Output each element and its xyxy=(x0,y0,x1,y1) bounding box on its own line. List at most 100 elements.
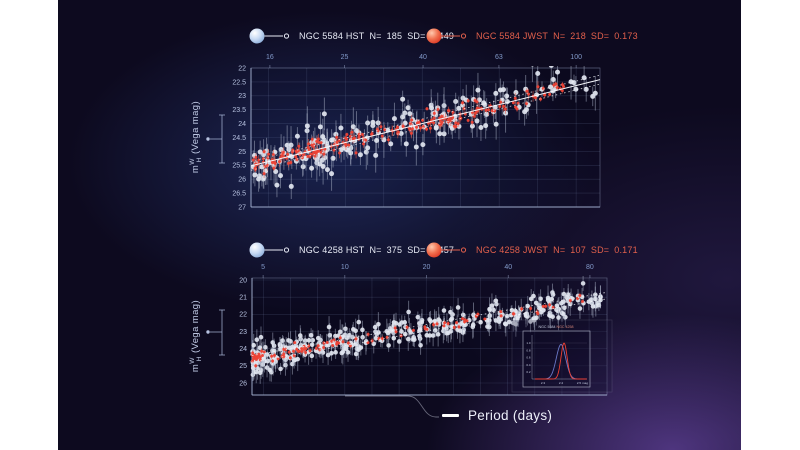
data-point xyxy=(297,349,301,353)
svg-text:23: 23 xyxy=(239,329,247,336)
data-point xyxy=(427,333,433,338)
data-point xyxy=(286,152,290,156)
data-point xyxy=(533,96,537,100)
data-point xyxy=(504,93,510,99)
data-point xyxy=(513,96,517,100)
plot-ngc-4258: 5 10 20 40 80 20 21 22 23 24 25 26 xyxy=(206,264,608,396)
data-point xyxy=(524,102,528,106)
data-point xyxy=(322,346,326,350)
data-point xyxy=(428,126,432,130)
data-point xyxy=(441,308,447,313)
data-point xyxy=(329,171,335,177)
inset-title: NGC 5584 NGC 4258 xyxy=(539,325,574,329)
svg-text:25: 25 xyxy=(341,54,349,61)
data-point xyxy=(417,321,422,326)
figure-background: 16 25 40 63 100 22 22.5 23 23.5 24 24.5 25 25.5 26 26.… xyxy=(58,0,741,450)
data-point xyxy=(580,281,586,286)
data-point xyxy=(370,339,374,343)
data-point xyxy=(350,130,354,134)
data-point xyxy=(498,105,502,109)
data-point xyxy=(466,99,470,103)
data-point xyxy=(257,370,263,376)
svg-text:20: 20 xyxy=(423,264,431,271)
data-point xyxy=(399,329,404,334)
data-point xyxy=(470,322,476,328)
data-point xyxy=(432,116,436,120)
data-point xyxy=(440,114,444,118)
data-point xyxy=(337,329,343,335)
data-point xyxy=(346,341,350,345)
svg-text:1.0: 1.0 xyxy=(526,341,531,345)
data-point xyxy=(428,318,433,324)
svg-text:25.5: 25.5 xyxy=(232,163,246,170)
data-point xyxy=(419,126,423,130)
data-point xyxy=(311,152,315,156)
data-point xyxy=(449,118,453,122)
data-point xyxy=(483,123,489,129)
data-point xyxy=(333,350,338,355)
inset-distribution-panel: NGC 5584 NGC 4258 1.0 0.8 0.6 0.4 0.2 2.3 2.4 2.… xyxy=(511,319,613,393)
legend-ngc4258-jwst: NGC 4258 JWST N= 107 SD= 0.171 xyxy=(425,241,638,259)
data-point xyxy=(437,131,443,137)
data-point xyxy=(257,354,261,358)
svg-text:0.8: 0.8 xyxy=(526,348,531,352)
data-point xyxy=(433,328,438,333)
svg-text:10: 10 xyxy=(341,264,349,271)
svg-text:25: 25 xyxy=(238,149,246,156)
data-point xyxy=(254,155,258,159)
hst-marker-icon xyxy=(249,242,290,258)
data-point xyxy=(444,330,450,336)
data-point xyxy=(400,96,406,102)
data-point xyxy=(401,124,405,128)
data-point xyxy=(376,322,381,327)
data-point xyxy=(590,304,596,309)
data-point xyxy=(252,357,256,361)
data-point xyxy=(388,141,394,147)
data-point xyxy=(373,152,379,158)
svg-text:26.5: 26.5 xyxy=(232,191,246,198)
data-point xyxy=(280,153,284,157)
data-point xyxy=(370,132,374,136)
svg-text:22.5: 22.5 xyxy=(232,79,246,86)
data-point xyxy=(413,144,419,150)
data-point xyxy=(307,142,311,146)
data-point xyxy=(446,321,450,325)
data-point xyxy=(267,367,273,373)
data-point xyxy=(379,125,383,129)
data-point xyxy=(347,143,351,147)
data-point xyxy=(250,365,256,371)
data-point xyxy=(300,347,304,351)
data-point xyxy=(253,369,259,375)
x-tick-labels: 16 25 40 63 100 xyxy=(266,54,582,68)
data-point xyxy=(325,352,331,358)
data-point xyxy=(344,136,348,140)
data-point xyxy=(354,337,358,341)
legend-sd-label: SD= xyxy=(407,245,426,255)
data-point xyxy=(335,140,339,144)
data-point xyxy=(577,306,583,311)
data-point xyxy=(425,107,429,111)
data-point xyxy=(348,340,354,346)
data-point xyxy=(543,93,547,97)
data-point xyxy=(525,89,529,93)
data-point xyxy=(503,321,509,327)
data-point xyxy=(277,160,281,164)
data-point xyxy=(391,116,397,122)
data-point xyxy=(273,169,279,175)
data-point xyxy=(446,118,450,122)
data-point xyxy=(450,312,455,317)
data-point xyxy=(545,295,551,301)
data-point xyxy=(297,144,301,148)
data-point xyxy=(475,100,479,104)
data-point xyxy=(257,345,263,351)
data-point xyxy=(338,125,344,131)
data-point xyxy=(435,322,439,326)
data-point xyxy=(460,317,464,321)
data-point xyxy=(293,341,297,345)
data-point xyxy=(345,350,351,355)
data-point xyxy=(300,164,306,170)
legend-sd-label: SD= xyxy=(590,245,610,255)
data-point xyxy=(478,319,483,325)
data-point xyxy=(251,342,257,348)
